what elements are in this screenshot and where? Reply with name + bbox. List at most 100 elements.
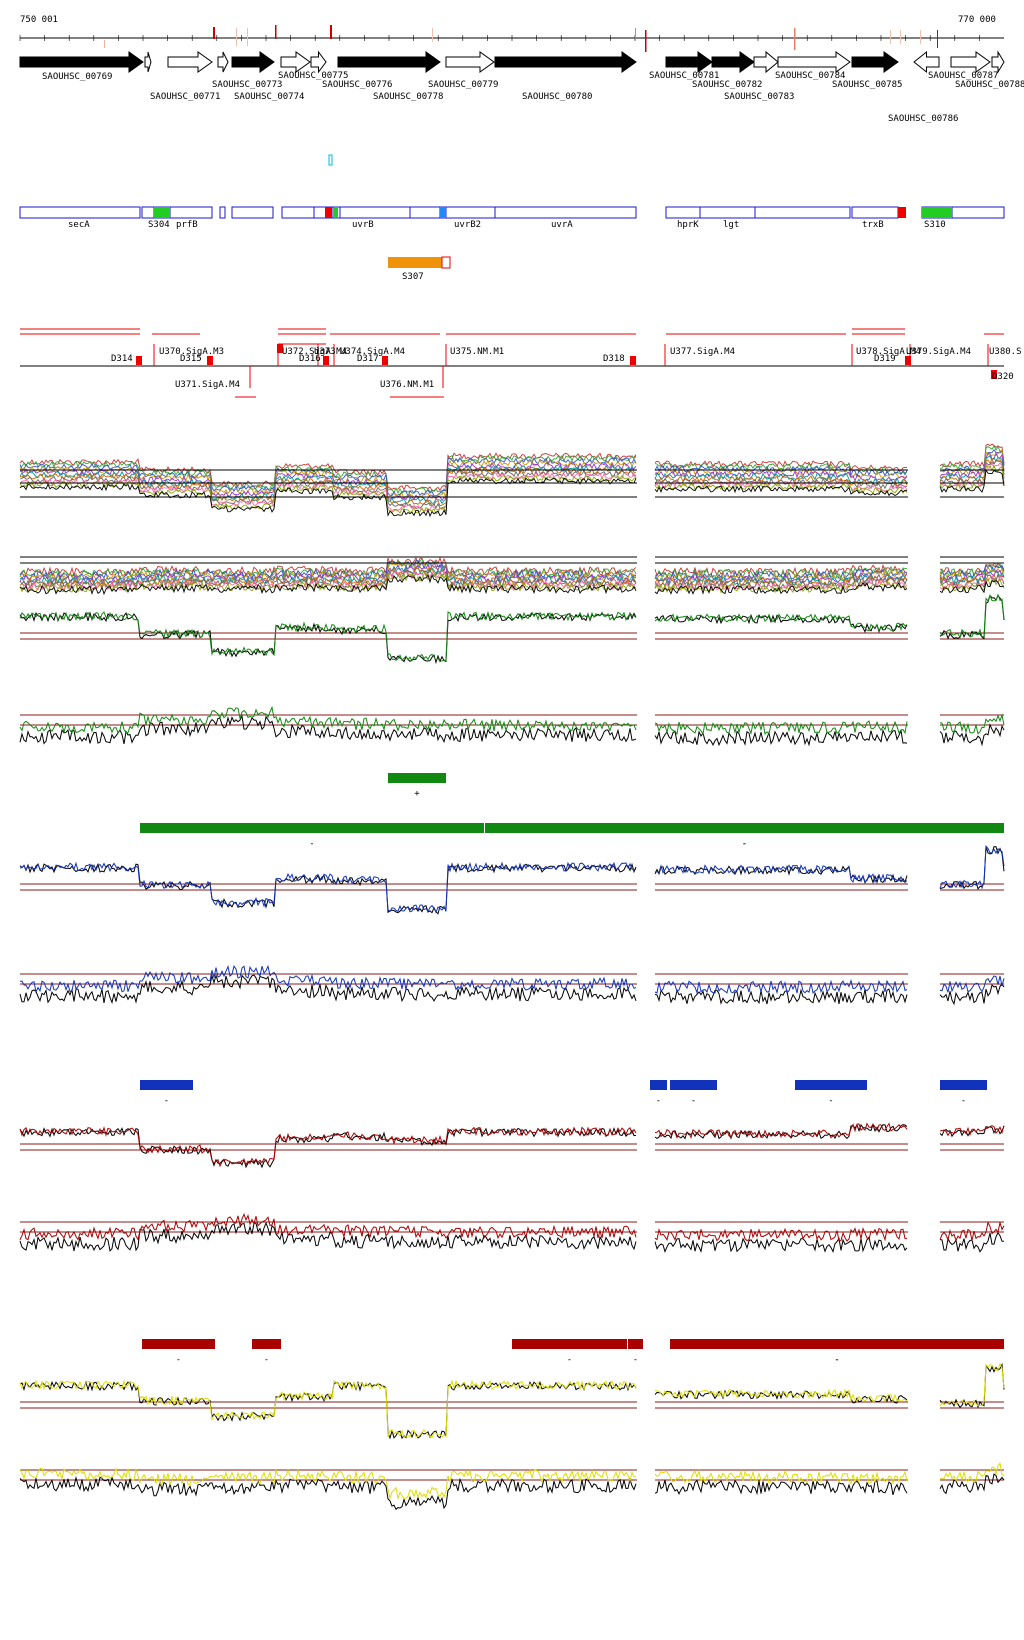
gene-arrow[interactable] bbox=[494, 51, 637, 73]
gene-arrow[interactable] bbox=[665, 51, 713, 73]
condition-mark: - bbox=[834, 1355, 839, 1365]
tu-marker[interactable] bbox=[991, 370, 997, 379]
tu-label: U371.SigA.M4 bbox=[175, 380, 240, 390]
annotation-box[interactable] bbox=[219, 206, 226, 219]
annotation-box[interactable] bbox=[313, 206, 327, 219]
annotation-box[interactable] bbox=[951, 206, 1005, 219]
gene-arrow[interactable] bbox=[445, 51, 495, 73]
orange-region-track[interactable]: S307 bbox=[388, 256, 451, 282]
gene-label: SAOUHSC_00769 bbox=[42, 72, 112, 82]
annotation-box[interactable] bbox=[19, 206, 141, 219]
sample-trace bbox=[19, 846, 1005, 915]
gene-track[interactable]: SAOUHSC_00769SAOUHSC_00771SAOUHSC_00773S… bbox=[19, 50, 1024, 124]
condition-mark: - bbox=[264, 1355, 269, 1365]
condition-mark: - bbox=[164, 1096, 169, 1106]
gene-arrow[interactable] bbox=[144, 51, 152, 73]
annotation-label: S310 bbox=[924, 220, 946, 230]
ruler-mark bbox=[432, 28, 433, 42]
gene-arrow[interactable] bbox=[753, 50, 779, 74]
condition-bar[interactable] bbox=[252, 1339, 281, 1349]
gene-label: SAOUHSC_00776 bbox=[322, 80, 392, 90]
ruler-mark bbox=[104, 40, 105, 48]
annotation-box[interactable] bbox=[851, 206, 899, 219]
annotation-box[interactable] bbox=[169, 206, 213, 219]
sample-trace bbox=[19, 1122, 1005, 1168]
ruler-mark bbox=[275, 25, 277, 39]
expression-panels: +- --- - - - -- - - - -- bbox=[19, 443, 1005, 1511]
ruler-mark bbox=[645, 30, 647, 52]
gene-arrow[interactable] bbox=[991, 50, 1005, 74]
overview-trace bbox=[19, 468, 1005, 518]
condition-bar[interactable] bbox=[650, 1080, 667, 1090]
ruler-mark bbox=[920, 30, 921, 44]
overview-trace bbox=[19, 443, 1005, 492]
gene-arrow[interactable] bbox=[711, 51, 755, 73]
tu-label: U378.SigA.M4 bbox=[856, 347, 921, 357]
tu-label: D319 bbox=[874, 354, 896, 364]
tu-label: D314 bbox=[111, 354, 133, 364]
ruler-mark bbox=[213, 27, 215, 39]
cyan-feature-marker[interactable] bbox=[328, 154, 333, 166]
annotation-box[interactable] bbox=[231, 206, 274, 219]
condition-mark: - bbox=[961, 1096, 966, 1106]
condition-bar[interactable] bbox=[940, 1080, 987, 1090]
annotation-label: S304 bbox=[148, 220, 170, 230]
annotation-track[interactable]: secA S304 prfB uvrB uvrB2 uvrA hprK lgt trxB S310 bbox=[19, 206, 1005, 230]
annotation-box[interactable] bbox=[665, 206, 701, 219]
ruler-mark bbox=[794, 28, 796, 50]
annotation-box[interactable] bbox=[281, 206, 315, 219]
tu-marker[interactable] bbox=[277, 344, 283, 353]
tu-marker[interactable] bbox=[905, 356, 911, 365]
condition-bar[interactable] bbox=[485, 823, 1004, 833]
tu-label: U373 bbox=[314, 347, 336, 357]
gene-arrow[interactable] bbox=[913, 50, 940, 74]
gene-arrow[interactable] bbox=[231, 51, 275, 73]
tu-label: U377.SigA.M4 bbox=[670, 347, 735, 357]
annotation-fill bbox=[325, 207, 332, 218]
gene-arrow[interactable] bbox=[777, 51, 851, 73]
gene-arrow[interactable] bbox=[167, 51, 213, 73]
tu-label: U372.SigA.M4 bbox=[282, 347, 347, 357]
tu-marker[interactable] bbox=[207, 356, 213, 365]
condition-mark: - bbox=[633, 1355, 638, 1365]
tu-marker[interactable] bbox=[323, 356, 329, 365]
tu-marker[interactable] bbox=[630, 356, 636, 365]
gene-arrow[interactable] bbox=[19, 51, 144, 73]
condition-mark: - bbox=[742, 839, 747, 849]
condition-bar[interactable] bbox=[140, 1080, 193, 1090]
gene-arrow[interactable] bbox=[851, 51, 899, 73]
gene-arrow[interactable] bbox=[217, 51, 229, 73]
annotation-box[interactable] bbox=[754, 206, 851, 219]
annotation-label: lgt bbox=[723, 220, 739, 230]
gene-arrow[interactable] bbox=[310, 50, 327, 74]
annotation-box[interactable] bbox=[409, 206, 441, 219]
condition-bar[interactable] bbox=[388, 773, 446, 783]
annotation-box[interactable] bbox=[699, 206, 756, 219]
condition-bar[interactable] bbox=[670, 1080, 717, 1090]
gene-label: SAOUHSC_00780 bbox=[522, 92, 592, 102]
annotation-box[interactable] bbox=[494, 206, 637, 219]
condition-bar[interactable] bbox=[628, 1339, 643, 1349]
annotation-label: uvrB2 bbox=[454, 220, 481, 230]
condition-bar[interactable] bbox=[795, 1080, 867, 1090]
annotation-box[interactable] bbox=[141, 206, 155, 219]
gene-arrow[interactable] bbox=[337, 51, 441, 73]
sample-trace bbox=[19, 1362, 1005, 1440]
annotation-box[interactable] bbox=[445, 206, 496, 219]
tu-marker[interactable] bbox=[382, 356, 388, 365]
gene-arrow[interactable] bbox=[280, 51, 311, 73]
blue-condition-panel: ----- bbox=[19, 844, 1005, 1106]
gene-arrow[interactable] bbox=[950, 51, 991, 73]
condition-bar[interactable] bbox=[670, 1339, 1004, 1349]
condition-bar[interactable] bbox=[142, 1339, 215, 1349]
tu-label: U376.NM.M1 bbox=[380, 380, 434, 390]
tu-marker[interactable] bbox=[136, 356, 142, 365]
condition-bar[interactable] bbox=[512, 1339, 627, 1349]
annotation-box[interactable] bbox=[339, 206, 411, 219]
orange-region-bar[interactable] bbox=[388, 257, 442, 268]
annotation-fill bbox=[898, 207, 906, 218]
condition-mark: + bbox=[414, 789, 420, 799]
condition-bar[interactable] bbox=[140, 823, 484, 833]
